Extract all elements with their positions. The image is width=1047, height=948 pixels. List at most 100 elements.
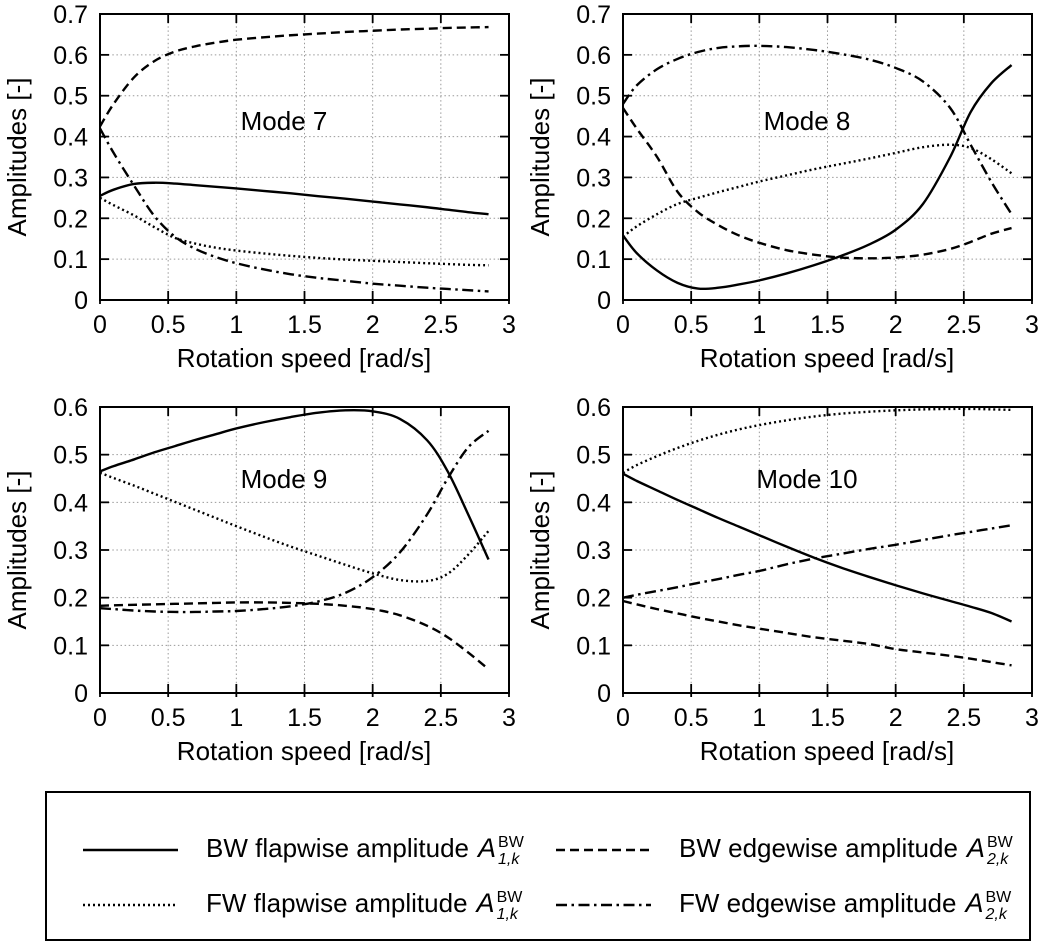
dashed-line-sample bbox=[556, 849, 651, 852]
symbol-subsup: BW 1,k bbox=[498, 833, 524, 869]
legend-entry-text: BW flapwise amplitude bbox=[206, 832, 469, 863]
plot-area: 0 0.5 1 1.5 2 2.5 3 0 0.1 0.2 0.3 0.4 0.5 0.6 bbox=[53, 394, 516, 732]
mode-label: Mode 10 bbox=[756, 464, 857, 494]
svg-text:0.5: 0.5 bbox=[53, 442, 88, 470]
svg-text:0.4: 0.4 bbox=[576, 124, 611, 152]
svg-text:0.6: 0.6 bbox=[53, 394, 88, 422]
symbol-base: A bbox=[476, 887, 495, 918]
svg-text:0.5: 0.5 bbox=[151, 704, 186, 732]
svg-text:3: 3 bbox=[1025, 704, 1039, 732]
legend-entry-bw-edgewise: BW edgewise amplitude A BW 2,k bbox=[556, 833, 1029, 869]
dashdot-line-sample bbox=[556, 904, 651, 907]
legend-entry-text: BW edgewise amplitude bbox=[679, 832, 958, 863]
chart-mode-7: 0 0.5 1 1.5 2 2.5 3 0 0.1 0.2 0.3 0.4 0.5 0.6 0.7 Ampl… bbox=[2, 1, 516, 373]
svg-text:0.6: 0.6 bbox=[53, 42, 88, 70]
svg-text:0.2: 0.2 bbox=[53, 585, 88, 613]
svg-text:0.5: 0.5 bbox=[53, 83, 88, 111]
svg-text:2.5: 2.5 bbox=[946, 311, 981, 339]
chart-mode-10: 0 0.5 1 1.5 2 2.5 3 0 0.1 0.2 0.3 0.4 0.5 0.6 Amplitu… bbox=[525, 394, 1039, 765]
svg-text:0.5: 0.5 bbox=[151, 311, 186, 339]
y-axis-label: Amplitudes [-] bbox=[2, 471, 32, 630]
svg-text:0.1: 0.1 bbox=[576, 246, 611, 274]
svg-text:0.5: 0.5 bbox=[576, 442, 611, 470]
symbol-sub: 2,k bbox=[985, 905, 1007, 923]
svg-text:1: 1 bbox=[752, 704, 766, 732]
svg-text:2: 2 bbox=[889, 311, 903, 339]
symbol-subsup: BW 2,k bbox=[985, 889, 1011, 924]
symbol-subsup: BW 2,k bbox=[986, 833, 1013, 869]
svg-text:0: 0 bbox=[616, 311, 630, 339]
mode-label: Mode 8 bbox=[764, 106, 851, 136]
symbol-sub: 2,k bbox=[986, 850, 1009, 868]
x-axis-label: Rotation speed [rad/s] bbox=[700, 343, 954, 373]
y-axis-label: Amplitudes [-] bbox=[2, 78, 32, 237]
svg-text:1: 1 bbox=[752, 311, 766, 339]
svg-text:3: 3 bbox=[1025, 311, 1039, 339]
svg-text:2.5: 2.5 bbox=[423, 704, 458, 732]
solid-line-sample bbox=[83, 849, 178, 852]
plot-area: 0 0.5 1 1.5 2 2.5 3 0 0.1 0.2 0.3 0.4 0.5 0.6 0.7 bbox=[576, 1, 1039, 339]
symbol-sub: 1,k bbox=[496, 905, 518, 923]
amplitude-symbol: A BW 2,k bbox=[967, 833, 1013, 868]
svg-text:3: 3 bbox=[502, 704, 516, 732]
plot-area: 0 0.5 1 1.5 2 2.5 3 0 0.1 0.2 0.3 0.4 0.5 0.6 0.7 bbox=[53, 1, 516, 339]
plot-area: 0 0.5 1 1.5 2 2.5 3 0 0.1 0.2 0.3 0.4 0.5 0.6 bbox=[576, 394, 1039, 732]
legend: BW flapwise amplitude A BW 1,k BW edgewise … bbox=[45, 791, 1031, 941]
svg-text:0.4: 0.4 bbox=[53, 124, 88, 152]
amplitude-symbol: A BW 2,k bbox=[965, 887, 1011, 923]
svg-text:0.3: 0.3 bbox=[53, 164, 88, 192]
legend-entry-fw-edgewise: FW edgewise amplitude A BW 2,k bbox=[556, 888, 1029, 924]
charts-grid: 0 0.5 1 1.5 2 2.5 3 0 0.1 0.2 0.3 0.4 0.5 0.6 0.7 Ampl… bbox=[2, 1, 1039, 765]
legend-entry-label: FW edgewise amplitude A BW 2,k bbox=[679, 888, 1011, 924]
x-axis-label: Rotation speed [rad/s] bbox=[177, 343, 431, 373]
legend-entry-label: FW flapwise amplitude A BW 1,k bbox=[206, 888, 522, 924]
svg-text:0: 0 bbox=[616, 704, 630, 732]
svg-text:0: 0 bbox=[74, 680, 88, 708]
x-axis-label: Rotation speed [rad/s] bbox=[700, 736, 954, 765]
symbol-base: A bbox=[478, 832, 497, 863]
svg-text:2.5: 2.5 bbox=[423, 311, 458, 339]
svg-text:0.7: 0.7 bbox=[53, 1, 88, 29]
svg-text:0.3: 0.3 bbox=[53, 537, 88, 565]
legend-entry-text: FW flapwise amplitude bbox=[206, 887, 468, 918]
svg-text:0.2: 0.2 bbox=[53, 205, 88, 233]
y-axis-label: Amplitudes [-] bbox=[525, 78, 555, 237]
symbol-base: A bbox=[965, 887, 984, 918]
svg-text:0: 0 bbox=[93, 704, 107, 732]
svg-text:0.5: 0.5 bbox=[674, 311, 709, 339]
svg-text:0: 0 bbox=[597, 287, 611, 315]
svg-text:1: 1 bbox=[229, 311, 243, 339]
svg-text:0: 0 bbox=[74, 287, 88, 315]
symbol-sub: 1,k bbox=[498, 850, 520, 868]
svg-text:2.5: 2.5 bbox=[946, 704, 981, 732]
legend-entry-fw-flapwise: FW flapwise amplitude A BW 1,k bbox=[83, 888, 556, 924]
symbol-sup: BW bbox=[498, 833, 524, 851]
chart-mode-8: 0 0.5 1 1.5 2 2.5 3 0 0.1 0.2 0.3 0.4 0.5 0.6 0.7 Ampl… bbox=[525, 1, 1039, 373]
svg-text:2: 2 bbox=[366, 311, 380, 339]
svg-text:0.1: 0.1 bbox=[576, 632, 611, 660]
mode-label: Mode 9 bbox=[241, 464, 328, 494]
legend-entry-text: FW edgewise amplitude bbox=[679, 887, 957, 918]
svg-text:1: 1 bbox=[229, 704, 243, 732]
symbol-sup: BW bbox=[986, 833, 1013, 851]
svg-text:0.4: 0.4 bbox=[53, 489, 88, 517]
svg-text:1.5: 1.5 bbox=[287, 311, 322, 339]
legend-entry-bw-flapwise: BW flapwise amplitude A BW 1,k bbox=[83, 833, 556, 869]
svg-text:0.3: 0.3 bbox=[576, 537, 611, 565]
dotted-line-sample bbox=[83, 904, 178, 907]
svg-text:0.6: 0.6 bbox=[576, 394, 611, 422]
svg-text:0.1: 0.1 bbox=[53, 246, 88, 274]
svg-text:0.6: 0.6 bbox=[576, 42, 611, 70]
symbol-subsup: BW 1,k bbox=[496, 888, 523, 924]
amplitude-symbol: A BW 1,k bbox=[478, 832, 524, 868]
svg-text:0.5: 0.5 bbox=[576, 83, 611, 111]
svg-text:0.2: 0.2 bbox=[576, 585, 611, 613]
svg-text:2: 2 bbox=[366, 704, 380, 732]
svg-text:1.5: 1.5 bbox=[287, 704, 322, 732]
symbol-sup: BW bbox=[496, 888, 523, 906]
mode-label: Mode 7 bbox=[241, 106, 328, 136]
svg-text:0: 0 bbox=[597, 680, 611, 708]
svg-text:0: 0 bbox=[93, 311, 107, 339]
svg-text:1.5: 1.5 bbox=[810, 704, 845, 732]
